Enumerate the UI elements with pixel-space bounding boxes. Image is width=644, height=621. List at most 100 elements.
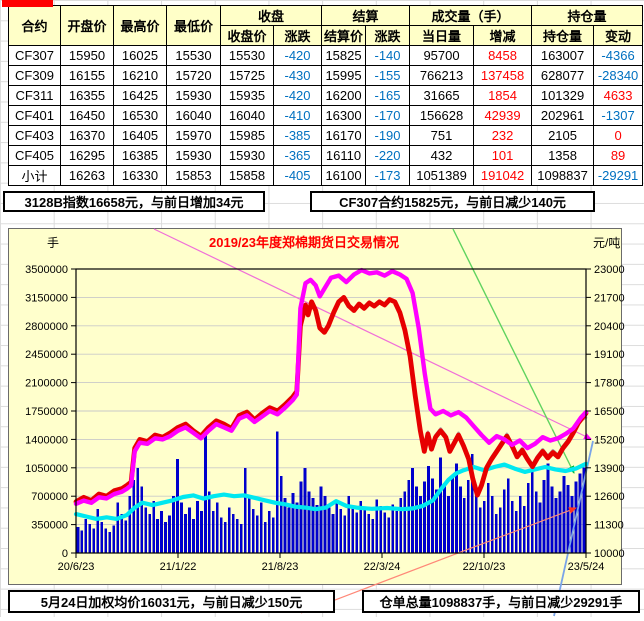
value-cell[interactable]: -385 [272,125,323,146]
value-cell[interactable]: 8458 [473,45,533,66]
value-cell[interactable]: 16263 [60,165,114,186]
value-cell[interactable]: -190 [365,125,411,146]
value-cell[interactable]: 15935 [220,85,274,106]
value-cell[interactable]: 16100 [321,165,367,186]
value-cell[interactable]: 202961 [531,105,595,126]
value-cell[interactable]: -173 [365,165,411,186]
col-header-settle-price[interactable]: 结算价 [321,25,367,46]
value-cell[interactable]: 16425 [113,85,167,106]
value-cell[interactable]: -1307 [593,105,644,126]
value-cell[interactable]: 15950 [60,45,114,66]
value-cell[interactable]: 16040 [166,105,221,126]
value-cell[interactable]: 101 [473,145,533,166]
value-cell[interactable]: 4633 [593,85,644,106]
value-cell[interactable]: 15853 [166,165,221,186]
value-cell[interactable]: 42939 [473,105,533,126]
value-cell[interactable]: 15930 [166,85,221,106]
value-cell[interactable]: -4366 [593,45,644,66]
value-cell[interactable]: -430 [272,65,323,86]
value-cell[interactable]: -365 [272,145,323,166]
value-cell[interactable]: 16295 [60,145,114,166]
value-cell[interactable]: 15995 [321,65,367,86]
value-cell[interactable]: 766213 [409,65,475,86]
value-cell[interactable]: -420 [272,45,323,66]
value-cell[interactable]: 16355 [60,85,114,106]
contract-cell[interactable]: CF311 [8,85,61,106]
value-cell[interactable]: 1098837 [531,165,595,186]
value-cell[interactable]: 89 [593,145,644,166]
value-cell[interactable]: 16405 [113,125,167,146]
value-cell[interactable]: -140 [365,45,411,66]
value-cell[interactable]: 31665 [409,85,475,106]
col-header-settle-change[interactable]: 涨跌 [365,25,411,46]
col-header-close-price[interactable]: 收盘价 [220,25,274,46]
contract-cell[interactable]: CF405 [8,145,61,166]
value-cell[interactable]: 16210 [113,65,167,86]
contract-cell[interactable]: CF309 [8,65,61,86]
value-cell[interactable]: 15720 [166,65,221,86]
value-cell[interactable]: 751 [409,125,475,146]
note-warehouse-receipts[interactable]: 仓单总量1098837手，与前日减少29291手 [362,590,640,613]
value-cell[interactable]: 0 [593,125,644,146]
value-cell[interactable]: 2105 [531,125,595,146]
col-header-day-volume[interactable]: 当日量 [409,25,475,46]
value-cell[interactable]: 1051389 [409,165,475,186]
note-index-3128b[interactable]: 3128B指数16658元，与前日增加34元 [3,191,265,212]
value-cell[interactable]: 16530 [113,105,167,126]
value-cell[interactable]: -170 [365,105,411,126]
value-cell[interactable]: 15858 [220,165,274,186]
col-header-open[interactable]: 开盘价 [60,5,114,46]
value-cell[interactable]: 232 [473,125,533,146]
value-cell[interactable]: 16200 [321,85,367,106]
contract-cell[interactable]: CF401 [8,105,61,126]
value-cell[interactable]: 15930 [166,145,221,166]
value-cell[interactable]: 16370 [60,125,114,146]
col-header-volume-change[interactable]: 增减 [473,25,533,46]
value-cell[interactable]: 432 [409,145,475,166]
value-cell[interactable]: 16110 [321,145,367,166]
value-cell[interactable]: 1854 [473,85,533,106]
value-cell[interactable]: 15930 [220,145,274,166]
value-cell[interactable]: 628077 [531,65,595,86]
value-cell[interactable]: -28340 [593,65,644,86]
value-cell[interactable]: 15825 [321,45,367,66]
contract-cell[interactable]: 小计 [8,165,61,186]
value-cell[interactable]: 15985 [220,125,274,146]
col-header-close-change[interactable]: 涨跌 [272,25,323,46]
note-cf307[interactable]: CF307合约15825元，与前日减少140元 [310,191,595,212]
contract-cell[interactable]: CF403 [8,125,61,146]
value-cell[interactable]: 16040 [220,105,274,126]
value-cell[interactable]: -405 [272,165,323,186]
value-cell[interactable]: 191042 [473,165,533,186]
value-cell[interactable]: 16450 [60,105,114,126]
col-header-oi[interactable]: 持仓量 [531,25,595,46]
group-header-close[interactable]: 收盘 [219,5,323,26]
value-cell[interactable]: -155 [365,65,411,86]
group-header-volume[interactable]: 成交量（手） [409,5,533,26]
value-cell[interactable]: 1358 [531,145,595,166]
value-cell[interactable]: -165 [365,85,411,106]
group-header-open-interest[interactable]: 持仓量 [531,5,644,26]
value-cell[interactable]: -410 [272,105,323,126]
col-header-contract[interactable]: 合约 [8,5,61,46]
value-cell[interactable]: 15530 [220,45,274,66]
value-cell[interactable]: 137458 [473,65,533,86]
value-cell[interactable]: 16170 [321,125,367,146]
group-header-settle[interactable]: 结算 [321,5,411,26]
note-weighted-average[interactable]: 5月24日加权均价16031元，与前日减少150元 [8,590,335,613]
value-cell[interactable]: 16385 [113,145,167,166]
value-cell[interactable]: -29291 [593,165,644,186]
col-header-high[interactable]: 最高价 [113,5,167,46]
value-cell[interactable]: -420 [272,85,323,106]
value-cell[interactable]: 156628 [409,105,475,126]
contract-cell[interactable]: CF307 [8,45,61,66]
value-cell[interactable]: 15970 [166,125,221,146]
value-cell[interactable]: 16025 [113,45,167,66]
col-header-low[interactable]: 最低价 [166,5,221,46]
value-cell[interactable]: 16155 [60,65,114,86]
value-cell[interactable]: 16300 [321,105,367,126]
value-cell[interactable]: 16330 [113,165,167,186]
value-cell[interactable]: 101329 [531,85,595,106]
value-cell[interactable]: 15725 [220,65,274,86]
value-cell[interactable]: -220 [365,145,411,166]
